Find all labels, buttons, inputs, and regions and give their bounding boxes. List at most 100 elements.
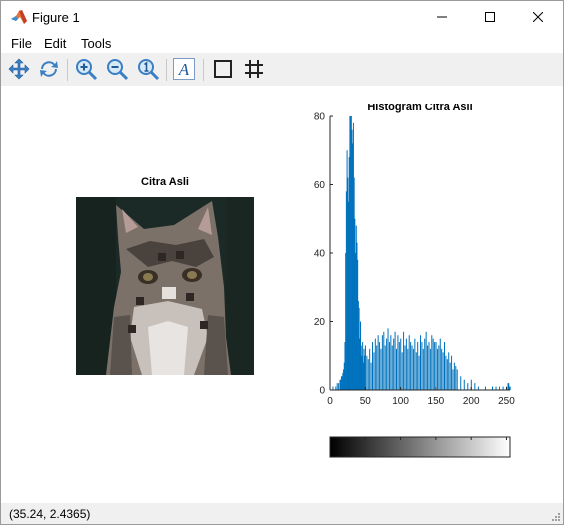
histogram-bar: [383, 331, 385, 390]
histogram-bar: [355, 253, 357, 390]
histogram-bar: [509, 386, 511, 390]
histogram-bar: [415, 352, 417, 390]
histogram-bar: [434, 342, 436, 390]
zoom-out-icon: [107, 59, 129, 81]
histogram-bar: [403, 331, 405, 390]
histogram-bar: [435, 342, 437, 390]
histogram-bar: [474, 383, 476, 390]
histogram-bar: [364, 345, 366, 390]
histogram-bar: [495, 386, 497, 390]
zoom-out-button[interactable]: [105, 57, 129, 81]
histogram-bar: [463, 379, 465, 390]
histogram-bar: [338, 383, 340, 390]
histogram-bar: [362, 362, 364, 390]
insert-rectangle-button[interactable]: [211, 57, 235, 81]
insert-text-button[interactable]: A: [172, 57, 196, 81]
histogram-bar: [348, 157, 350, 390]
menu-tools[interactable]: Tools: [81, 36, 112, 51]
histogram-bar: [361, 355, 363, 390]
grid-icon: [245, 60, 263, 78]
histogram-bar: [367, 359, 369, 390]
menu-file[interactable]: File: [11, 36, 32, 51]
histogram-bar: [410, 342, 412, 390]
histogram-bar: [345, 253, 347, 390]
histogram-bar: [359, 338, 361, 390]
close-button[interactable]: [515, 1, 561, 33]
histogram-bar: [354, 218, 356, 390]
histogram-bar: [363, 348, 365, 390]
histogram-bar: [439, 338, 441, 390]
histogram-bar: [444, 342, 446, 390]
toolbar-separator: [203, 59, 204, 81]
menu-bar: File Edit Tools: [1, 33, 563, 53]
resize-grip-icon[interactable]: [551, 512, 561, 522]
zoom-reset-button[interactable]: [136, 57, 160, 81]
menu-edit[interactable]: Edit: [44, 36, 67, 51]
histogram-bar: [377, 335, 379, 390]
histogram-bar: [352, 122, 354, 390]
histogram-bar: [380, 348, 382, 390]
histogram-bar: [342, 372, 344, 390]
cat-image: [76, 197, 254, 375]
x-tick-label: 50: [360, 396, 372, 407]
histogram-bar: [391, 345, 393, 390]
figure-canvas[interactable]: Citra Asli: [1, 86, 563, 503]
histogram-bar: [508, 383, 510, 390]
histogram-bar: [412, 348, 414, 390]
histogram-bar: [350, 116, 352, 390]
maximize-button[interactable]: [467, 1, 513, 33]
histogram-bar: [455, 366, 457, 390]
histogram-bar: [411, 345, 413, 390]
histogram-bar: [343, 362, 345, 390]
y-tick-label: 40: [314, 249, 326, 260]
histogram-bar: [421, 342, 423, 390]
histogram-bar: [355, 225, 357, 390]
histogram-bar: [351, 129, 353, 390]
histogram-bar: [341, 376, 343, 390]
histogram-bar: [405, 338, 407, 390]
histogram-bar: [404, 345, 406, 390]
histogram-bar: [499, 386, 501, 390]
histogram-bar: [362, 342, 364, 390]
zoom-in-icon: [76, 59, 98, 81]
histogram-bar: [452, 369, 454, 390]
maximize-icon: [485, 12, 495, 22]
cursor-coordinates: (35.24, 2.4365): [9, 507, 91, 521]
histogram-bar: [339, 379, 341, 390]
x-tick-label: 150: [428, 396, 445, 407]
histogram-bar: [390, 335, 392, 390]
histogram-bar: [366, 355, 368, 390]
histogram-bar: [502, 386, 504, 390]
close-icon: [533, 12, 543, 22]
histogram-bar: [386, 338, 388, 390]
toolbar: A: [1, 53, 563, 86]
histogram-bar: [360, 321, 362, 390]
toolbar-separator: [67, 59, 68, 81]
histogram-bar: [436, 348, 438, 390]
histogram-bar: [467, 383, 469, 390]
title-bar[interactable]: Figure 1: [1, 1, 563, 33]
histogram-bar: [396, 348, 398, 390]
minimize-button[interactable]: [419, 1, 465, 33]
histogram-bar: [357, 259, 359, 390]
histogram-bar: [401, 352, 403, 390]
zoom-in-button[interactable]: [74, 57, 98, 81]
histogram-bar: [400, 338, 402, 390]
histogram-bar: [484, 386, 486, 390]
y-tick-label: 0: [319, 386, 325, 397]
rotate-button[interactable]: [37, 57, 61, 81]
grid-button[interactable]: [242, 57, 266, 81]
insert-rectangle-icon: [214, 60, 232, 78]
histogram-bar: [379, 342, 381, 390]
image-axes-title: Citra Asli: [141, 176, 189, 188]
histogram-bar: [446, 359, 448, 390]
histogram-bar: [407, 348, 409, 390]
histogram-bar: [345, 191, 347, 390]
status-bar: (35.24, 2.4365): [1, 503, 563, 524]
histogram-bar: [431, 335, 433, 390]
histogram-bar: [414, 338, 416, 390]
histogram-bar: [418, 355, 420, 390]
pan-button[interactable]: [7, 57, 31, 81]
histogram-title: Histogram Citra Asli: [367, 104, 472, 113]
